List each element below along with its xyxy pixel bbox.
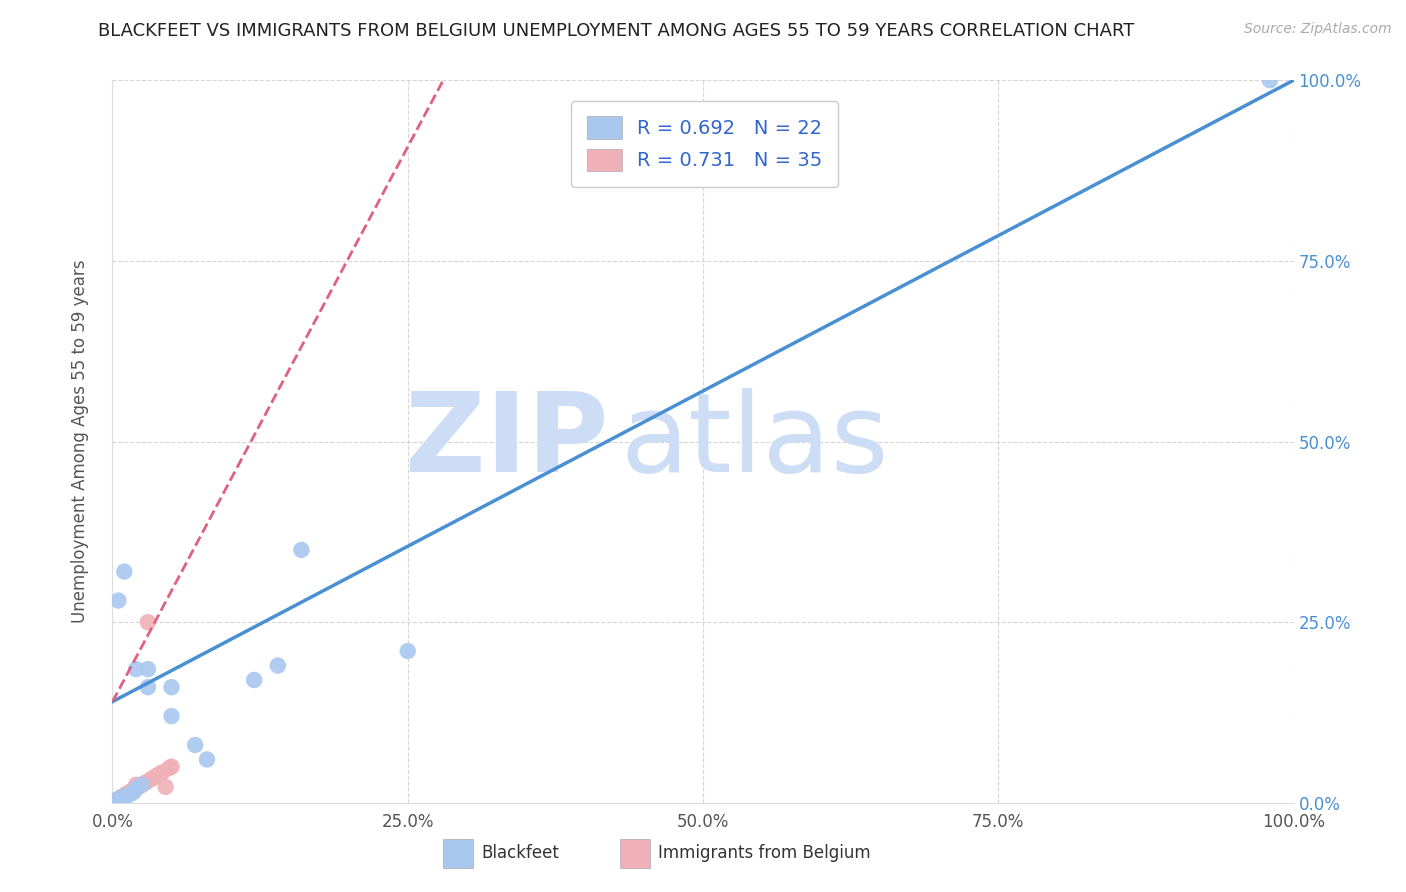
Point <box>135 775 157 789</box>
Point <box>115 789 138 803</box>
Bar <box>443 838 472 868</box>
Point <box>120 785 142 799</box>
Point <box>136 680 159 694</box>
Point <box>160 709 183 723</box>
Point <box>103 795 125 809</box>
Point <box>125 778 148 792</box>
Point <box>108 791 131 805</box>
Bar <box>620 838 650 868</box>
Point <box>121 783 143 797</box>
Point <box>160 680 183 694</box>
Text: Immigrants from Belgium: Immigrants from Belgium <box>658 845 870 863</box>
Point <box>112 789 135 803</box>
Point <box>146 768 169 782</box>
Point <box>136 662 159 676</box>
Text: ZIP: ZIP <box>405 388 609 495</box>
Point <box>127 780 149 794</box>
Point <box>122 782 145 797</box>
Point <box>155 780 177 794</box>
Point <box>120 784 142 798</box>
Point <box>184 738 207 752</box>
Point <box>105 793 128 807</box>
Text: Source: ZipAtlas.com: Source: ZipAtlas.com <box>1244 22 1392 37</box>
Point <box>157 761 180 775</box>
Point <box>105 794 128 808</box>
Point <box>112 789 135 804</box>
Point <box>112 790 135 805</box>
Point <box>142 771 165 785</box>
Point <box>131 778 153 792</box>
Point <box>120 787 142 801</box>
Point <box>136 615 159 630</box>
Point <box>103 796 125 810</box>
Point <box>114 788 136 802</box>
Point <box>107 792 129 806</box>
Text: Blackfeet: Blackfeet <box>481 845 558 863</box>
Point <box>112 565 135 579</box>
Point <box>195 752 218 766</box>
Text: BLACKFEET VS IMMIGRANTS FROM BELGIUM UNEMPLOYMENT AMONG AGES 55 TO 59 YEARS CORR: BLACKFEET VS IMMIGRANTS FROM BELGIUM UNE… <box>98 22 1135 40</box>
Point <box>124 782 146 797</box>
Point <box>125 662 148 676</box>
Point <box>117 786 139 800</box>
Point <box>101 796 124 810</box>
Point <box>111 790 134 805</box>
Point <box>107 792 129 806</box>
Point <box>267 658 290 673</box>
Point <box>243 673 266 687</box>
Point <box>101 795 124 809</box>
Point <box>131 778 153 792</box>
Point <box>290 542 312 557</box>
Point <box>125 781 148 796</box>
Point <box>122 785 145 799</box>
Point <box>104 794 127 808</box>
Point <box>160 760 183 774</box>
Point <box>139 772 162 787</box>
Point <box>149 767 172 781</box>
Point <box>118 786 141 800</box>
Point <box>110 790 132 805</box>
Point <box>150 765 173 780</box>
Point <box>110 790 132 805</box>
Point <box>115 787 138 801</box>
Text: atlas: atlas <box>620 388 889 495</box>
Legend: R = 0.692   N = 22, R = 0.731   N = 35: R = 0.692 N = 22, R = 0.731 N = 35 <box>571 101 838 186</box>
Point <box>107 593 129 607</box>
Point <box>1258 73 1281 87</box>
Point <box>396 644 419 658</box>
Y-axis label: Unemployment Among Ages 55 to 59 years: Unemployment Among Ages 55 to 59 years <box>70 260 89 624</box>
